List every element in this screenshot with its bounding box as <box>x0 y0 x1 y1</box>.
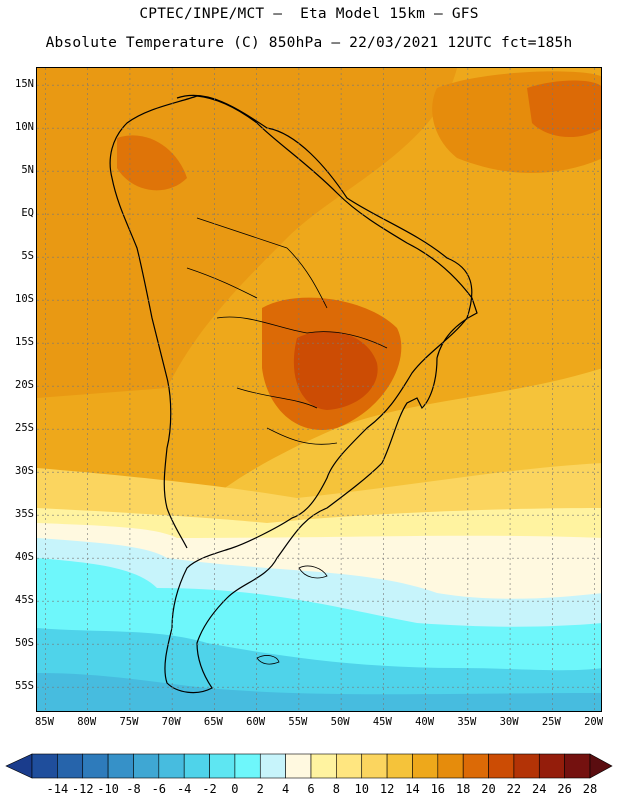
colorbar-swatch <box>234 753 261 779</box>
colorbar-swatch <box>310 753 337 779</box>
colorbar-tick-label: 8 <box>332 782 340 796</box>
lat-tick-label: 20S <box>15 379 34 392</box>
colorbar-tick-label: -14 <box>46 782 69 796</box>
gridlines <box>37 68 601 711</box>
field-22-atlantic <box>527 80 601 138</box>
colorbar-swatch <box>183 753 210 779</box>
colorbar-swatch <box>158 753 185 779</box>
colorbar-tick-label: 28 <box>582 782 598 796</box>
colorbar-tick-label: 12 <box>379 782 395 796</box>
colorbar-swatch <box>107 753 134 779</box>
colorbar-tick-label: -10 <box>97 782 119 796</box>
colorbar-tick-label: 18 <box>455 782 471 796</box>
colorbar-swatch <box>31 753 58 779</box>
chart-title-line2: Absolute Temperature (C) 850hPa – 22/03/… <box>45 35 573 51</box>
colorbar <box>5 753 613 779</box>
colorbar-tick-label: -12 <box>71 782 94 796</box>
colorbar-tick-label: 4 <box>282 782 290 796</box>
lon-tick-label: 80W <box>77 716 97 728</box>
lat-tick-label: EQ <box>21 207 34 220</box>
colorbar-swatch <box>361 753 388 779</box>
lon-tick-label: 30W <box>499 716 519 728</box>
lat-tick-label: 15S <box>15 336 34 349</box>
lat-tick-label: 25S <box>15 422 34 435</box>
colorbar-tick-label: 2 <box>256 782 264 796</box>
temperature-map <box>36 67 602 712</box>
colorbar-tick-label: 20 <box>481 782 496 796</box>
colorbar-tick-label: 6 <box>307 782 315 796</box>
colorbar-swatch <box>412 753 439 779</box>
lon-tick-label: 20W <box>584 716 604 728</box>
field-22-north <box>117 135 187 191</box>
colorbar-tick-label: 0 <box>231 782 239 796</box>
colorbar-swatch <box>259 753 286 779</box>
colorbar-swatch <box>538 753 565 779</box>
colorbar-tick-label: -6 <box>151 782 167 796</box>
colorbar-tick-label: -8 <box>126 782 141 796</box>
lon-tick-label: 70W <box>161 716 181 728</box>
colorbar-swatch <box>564 753 591 779</box>
field-minus2 <box>37 673 601 711</box>
colorbar-swatch <box>386 753 413 779</box>
lon-tick-label: 60W <box>246 716 266 728</box>
continent-coastline <box>109 94 478 694</box>
field-24-central <box>293 331 378 410</box>
lon-tick-label: 50W <box>330 716 350 728</box>
colorbar-swatch <box>133 753 160 779</box>
colorbar-tick-label: 24 <box>532 782 547 796</box>
colorbar-swatch <box>209 753 236 779</box>
lat-tick-label: 45S <box>15 594 34 607</box>
lon-tick-label: 75W <box>119 716 139 728</box>
lat-tick-label: 35S <box>15 508 34 521</box>
colorbar-swatch <box>82 753 109 779</box>
lon-tick-label: 35W <box>457 716 477 728</box>
colorbar-swatch <box>437 753 464 779</box>
colorbar-min-arrow <box>5 753 33 779</box>
lat-tick-label: 30S <box>15 465 34 478</box>
lon-tick-label: 65W <box>203 716 223 728</box>
lon-tick-label: 45W <box>372 716 392 728</box>
colorbar-swatch <box>488 753 515 779</box>
colorbar-tick-label: 14 <box>405 782 420 796</box>
colorbar-swatch <box>462 753 489 779</box>
lat-tick-label: 40S <box>15 551 34 564</box>
lat-tick-label: 50S <box>15 637 34 650</box>
chart-title-line1: CPTEC/INPE/MCT – Eta Model 15km – GFS <box>139 6 479 22</box>
colorbar-tick-label: 10 <box>354 782 369 796</box>
country-borders <box>186 217 388 445</box>
lon-tick-label: 55W <box>288 716 308 728</box>
colorbar-swatch <box>285 753 312 779</box>
lat-tick-label: 15N <box>15 78 34 91</box>
colorbar-tick-label: -2 <box>202 782 217 796</box>
colorbar-max-arrow <box>589 753 613 779</box>
lat-tick-label: 5S <box>21 250 34 263</box>
lon-tick-label: 25W <box>541 716 561 728</box>
south-island-outline <box>256 655 280 665</box>
falklands-outline <box>298 565 328 579</box>
colorbar-swatch <box>57 753 84 779</box>
colorbar-swatch <box>336 753 363 779</box>
colorbar-tick-label: 16 <box>430 782 446 796</box>
lat-tick-label: 10N <box>15 121 34 134</box>
colorbar-tick-label: -4 <box>176 782 192 796</box>
lon-tick-label: 85W <box>34 716 54 728</box>
lat-tick-label: 55S <box>15 680 34 693</box>
colorbar-tick-label: 22 <box>506 782 522 796</box>
lon-tick-label: 40W <box>415 716 435 728</box>
colorbar-swatch <box>513 753 540 779</box>
lat-tick-label: 10S <box>15 293 34 306</box>
map-canvas <box>37 68 601 711</box>
colorbar-tick-label: 26 <box>557 782 572 796</box>
lat-tick-label: 5N <box>21 164 34 177</box>
